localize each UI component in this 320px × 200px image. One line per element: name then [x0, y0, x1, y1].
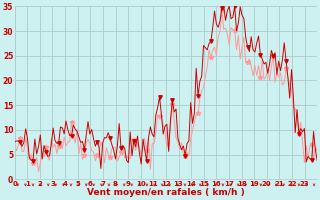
X-axis label: Vent moyen/en rafales ( km/h ): Vent moyen/en rafales ( km/h ) — [87, 188, 245, 197]
